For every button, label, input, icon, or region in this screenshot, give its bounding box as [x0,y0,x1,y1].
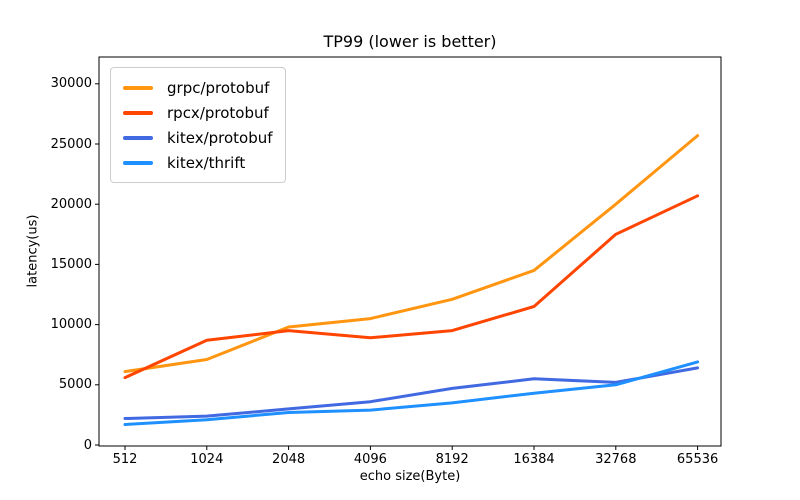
legend-label: kitex/protobuf [167,128,273,147]
y-tick-label: 15000 [50,256,92,272]
series-line-grpc-protobuf [123,134,700,374]
y-tick-label: 10000 [50,317,92,333]
legend-item: kitex/thrift [123,150,285,175]
chart-title: TP99 (lower is better) [323,32,497,51]
series-line-rpcx-protobuf [123,194,700,380]
y-tick-label: 20000 [50,196,92,212]
legend-label: kitex/thrift [167,153,246,172]
axes-spines [98,56,722,447]
x-tick-label: 4096 [353,452,387,467]
x-tick-label: 8192 [435,452,469,467]
y-tick-label: 5000 [58,377,92,393]
legend-swatch-line-icon [123,110,153,115]
y-axis-label: latency(us) [25,214,41,288]
y-tick-label: 25000 [50,136,92,152]
x-tick-label: 32768 [595,452,637,467]
x-tick-label: 65536 [676,452,719,467]
x-tick-label: 512 [112,452,138,467]
legend-item: kitex/protobuf [123,125,285,150]
series-line-kitex-protobuf [123,366,700,420]
legend-swatch-line-icon [123,160,153,165]
legend: grpc/protobuf rpcx/protobuf kitex/protobuf… [110,67,286,183]
x-tick-label: 1024 [190,452,224,467]
series-line-kitex-thrift [123,360,700,426]
x-tick-label: 16384 [513,452,555,467]
legend-label: rpcx/protobuf [167,103,269,122]
legend-item: rpcx/protobuf [123,100,285,125]
legend-swatch-line-icon [123,85,153,90]
y-tick-label: 0 [83,437,92,453]
x-axis-label: echo size(Byte) [359,469,461,484]
x-tick-label: 2048 [272,452,306,467]
y-tick-label: 30000 [50,76,92,92]
legend-label: grpc/protobuf [167,78,270,97]
legend-item: grpc/protobuf [123,75,285,100]
legend-swatch-line-icon [123,135,153,140]
